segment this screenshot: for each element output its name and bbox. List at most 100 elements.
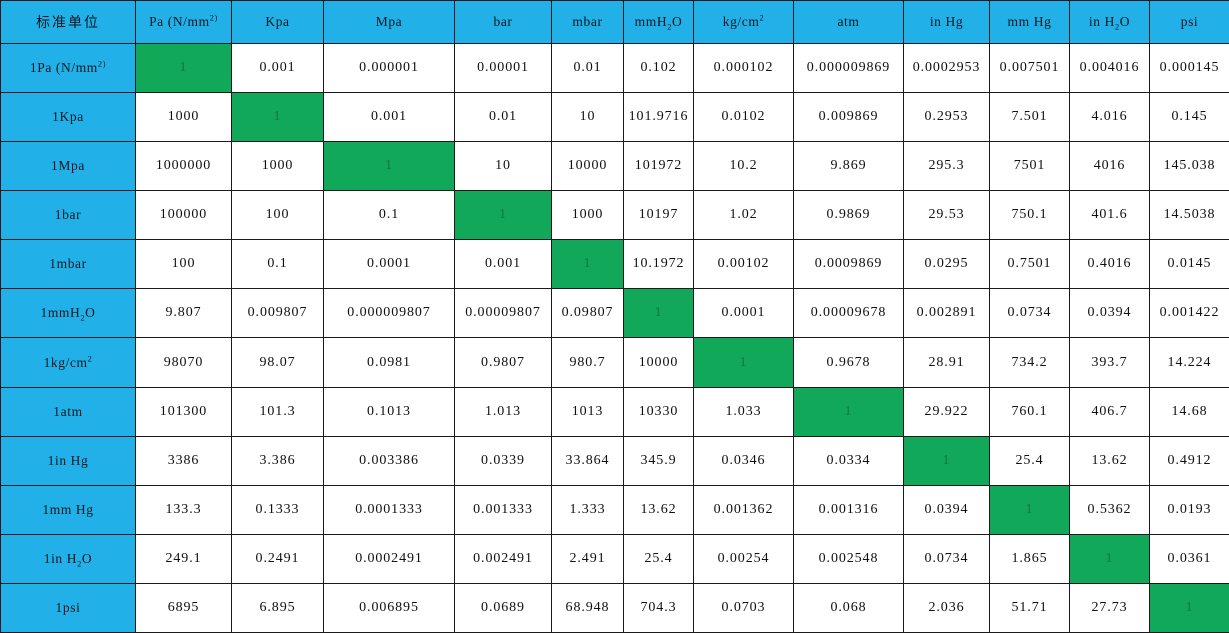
table-cell: 0.00102 [693,239,794,290]
table-cell: 0.9869 [793,190,904,241]
table-cell: 980.7 [551,337,624,388]
table-cell: 0.0002953 [903,42,990,94]
table-row: 1in H2O 249.1 0.2491 0.0002491 0.002491 2.491… [0,533,1229,584]
table-cell: 14.5038 [1149,190,1229,241]
table-cell: 27.73 [1069,582,1150,633]
table-cell: 10 [551,92,624,143]
table-cell: 0.2953 [903,92,990,143]
row-header-1in-h2o: 1in H2O [0,533,136,584]
table-cell: 0.000145 [1149,42,1229,94]
table-cell: 0.7501 [989,239,1070,290]
column-header-atm: atm [793,0,904,44]
row-header-1bar: 1bar [0,190,136,241]
table-row: 1mbar 100 0.1 0.0001 0.001 1 10.1972 0.00102 0.0… [0,239,1229,290]
table-cell: 0.068 [793,582,904,633]
table-cell: 1.02 [693,190,794,241]
table-cell: 0.1333 [231,484,324,535]
table-cell: 0.0346 [693,435,794,486]
table-cell: 0.4016 [1069,239,1150,290]
table-cell: 0.4912 [1149,435,1229,486]
column-header-mmh2o: mmH2O [623,0,694,44]
table-cell: 0.000009807 [323,288,455,339]
table-cell: 145.038 [1149,141,1229,192]
table-cell: 0.001422 [1149,288,1229,339]
table-cell: 29.53 [903,190,990,241]
table-cell: 0.0001 [323,239,455,290]
table-cell: 6895 [135,582,232,633]
table-cell: 0.00001 [454,42,552,94]
table-cell: 101972 [623,141,694,192]
table-row: 1atm 101300 101.3 0.1013 1.013 1013 10330 1.033… [0,386,1229,437]
table-cell: 3386 [135,435,232,486]
table-cell-identity: 1 [231,92,324,143]
table-cell: 10 [454,141,552,192]
table-cell: 401.6 [1069,190,1150,241]
table-cell: 100 [231,190,324,241]
table-cell: 29.922 [903,386,990,437]
row-header-1mpa: 1Mpa [0,141,136,192]
row-header-1pa-n-mm2: 1Pa (N/mm2) [0,42,136,94]
table-cell-identity: 1 [793,386,904,437]
table-cell: 750.1 [989,190,1070,241]
table-cell: 0.009807 [231,288,324,339]
table-cell: 0.0145 [1149,239,1229,290]
table-cell: 101.3 [231,386,324,437]
table-cell: 0.5362 [1069,484,1150,535]
table-cell: 0.0193 [1149,484,1229,535]
table-cell: 0.001 [231,42,324,94]
table-cell: 0.00009678 [793,288,904,339]
table-cell: 0.0009869 [793,239,904,290]
table-cell: 0.0703 [693,582,794,633]
table-cell: 10.2 [693,141,794,192]
row-header-1kg-cm2: 1kg/cm2 [0,337,136,388]
table-row: 1mm Hg 133.3 0.1333 0.0001333 0.001333 1.333 1… [0,484,1229,535]
table-cell: 100 [135,239,232,290]
table-cell: 0.1013 [323,386,455,437]
table-cell: 0.0394 [1069,288,1150,339]
table-cell: 1.333 [551,484,624,535]
table-cell: 0.004016 [1069,42,1150,94]
table-cell: 0.0689 [454,582,552,633]
table-cell: 0.0002491 [323,533,455,584]
table-cell: 0.9807 [454,337,552,388]
column-header-mpa: Mpa [323,0,455,44]
table-cell: 101300 [135,386,232,437]
table-cell: 25.4 [989,435,1070,486]
table-cell: 25.4 [623,533,694,584]
table-cell: 0.0394 [903,484,990,535]
row-header-1mm-hg: 1mm Hg [0,484,136,535]
table-cell: 4.016 [1069,92,1150,143]
table-cell: 1000 [135,92,232,143]
row-header-1atm: 1atm [0,386,136,437]
table-header: 标准单位 Pa (N/mm2) Kpa Mpa bar mbar mmH2O kg/cm2 at… [0,0,1229,44]
row-header-1mmh2o: 1mmH2O [0,288,136,339]
table-cell: 0.002548 [793,533,904,584]
table-cell: 0.000001 [323,42,455,94]
table-cell: 0.000102 [693,42,794,94]
table-cell: 0.1 [323,190,455,241]
table-cell: 1000000 [135,141,232,192]
table-cell: 7501 [989,141,1070,192]
table-cell: 13.62 [1069,435,1150,486]
table-cell: 13.62 [623,484,694,535]
table-cell: 0.102 [623,42,694,94]
table-cell: 0.0734 [989,288,1070,339]
table-cell: 0.2491 [231,533,324,584]
table-cell-identity: 1 [135,42,232,94]
table-cell-identity: 1 [1069,533,1150,584]
row-header-1in-hg: 1in Hg [0,435,136,486]
table-cell: 1.033 [693,386,794,437]
table-cell: 0.002891 [903,288,990,339]
table-cell: 0.0339 [454,435,552,486]
table-cell: 0.0102 [693,92,794,143]
table-cell: 68.948 [551,582,624,633]
table-cell: 0.006895 [323,582,455,633]
table-cell: 0.001362 [693,484,794,535]
table-cell: 0.007501 [989,42,1070,94]
table-cell: 0.001 [323,92,455,143]
table-cell-identity: 1 [693,337,794,388]
table-row: 1in Hg 3386 3.386 0.003386 0.0339 33.864 345.9… [0,435,1229,486]
table-cell: 0.00009807 [454,288,552,339]
table-cell-identity: 1 [903,435,990,486]
